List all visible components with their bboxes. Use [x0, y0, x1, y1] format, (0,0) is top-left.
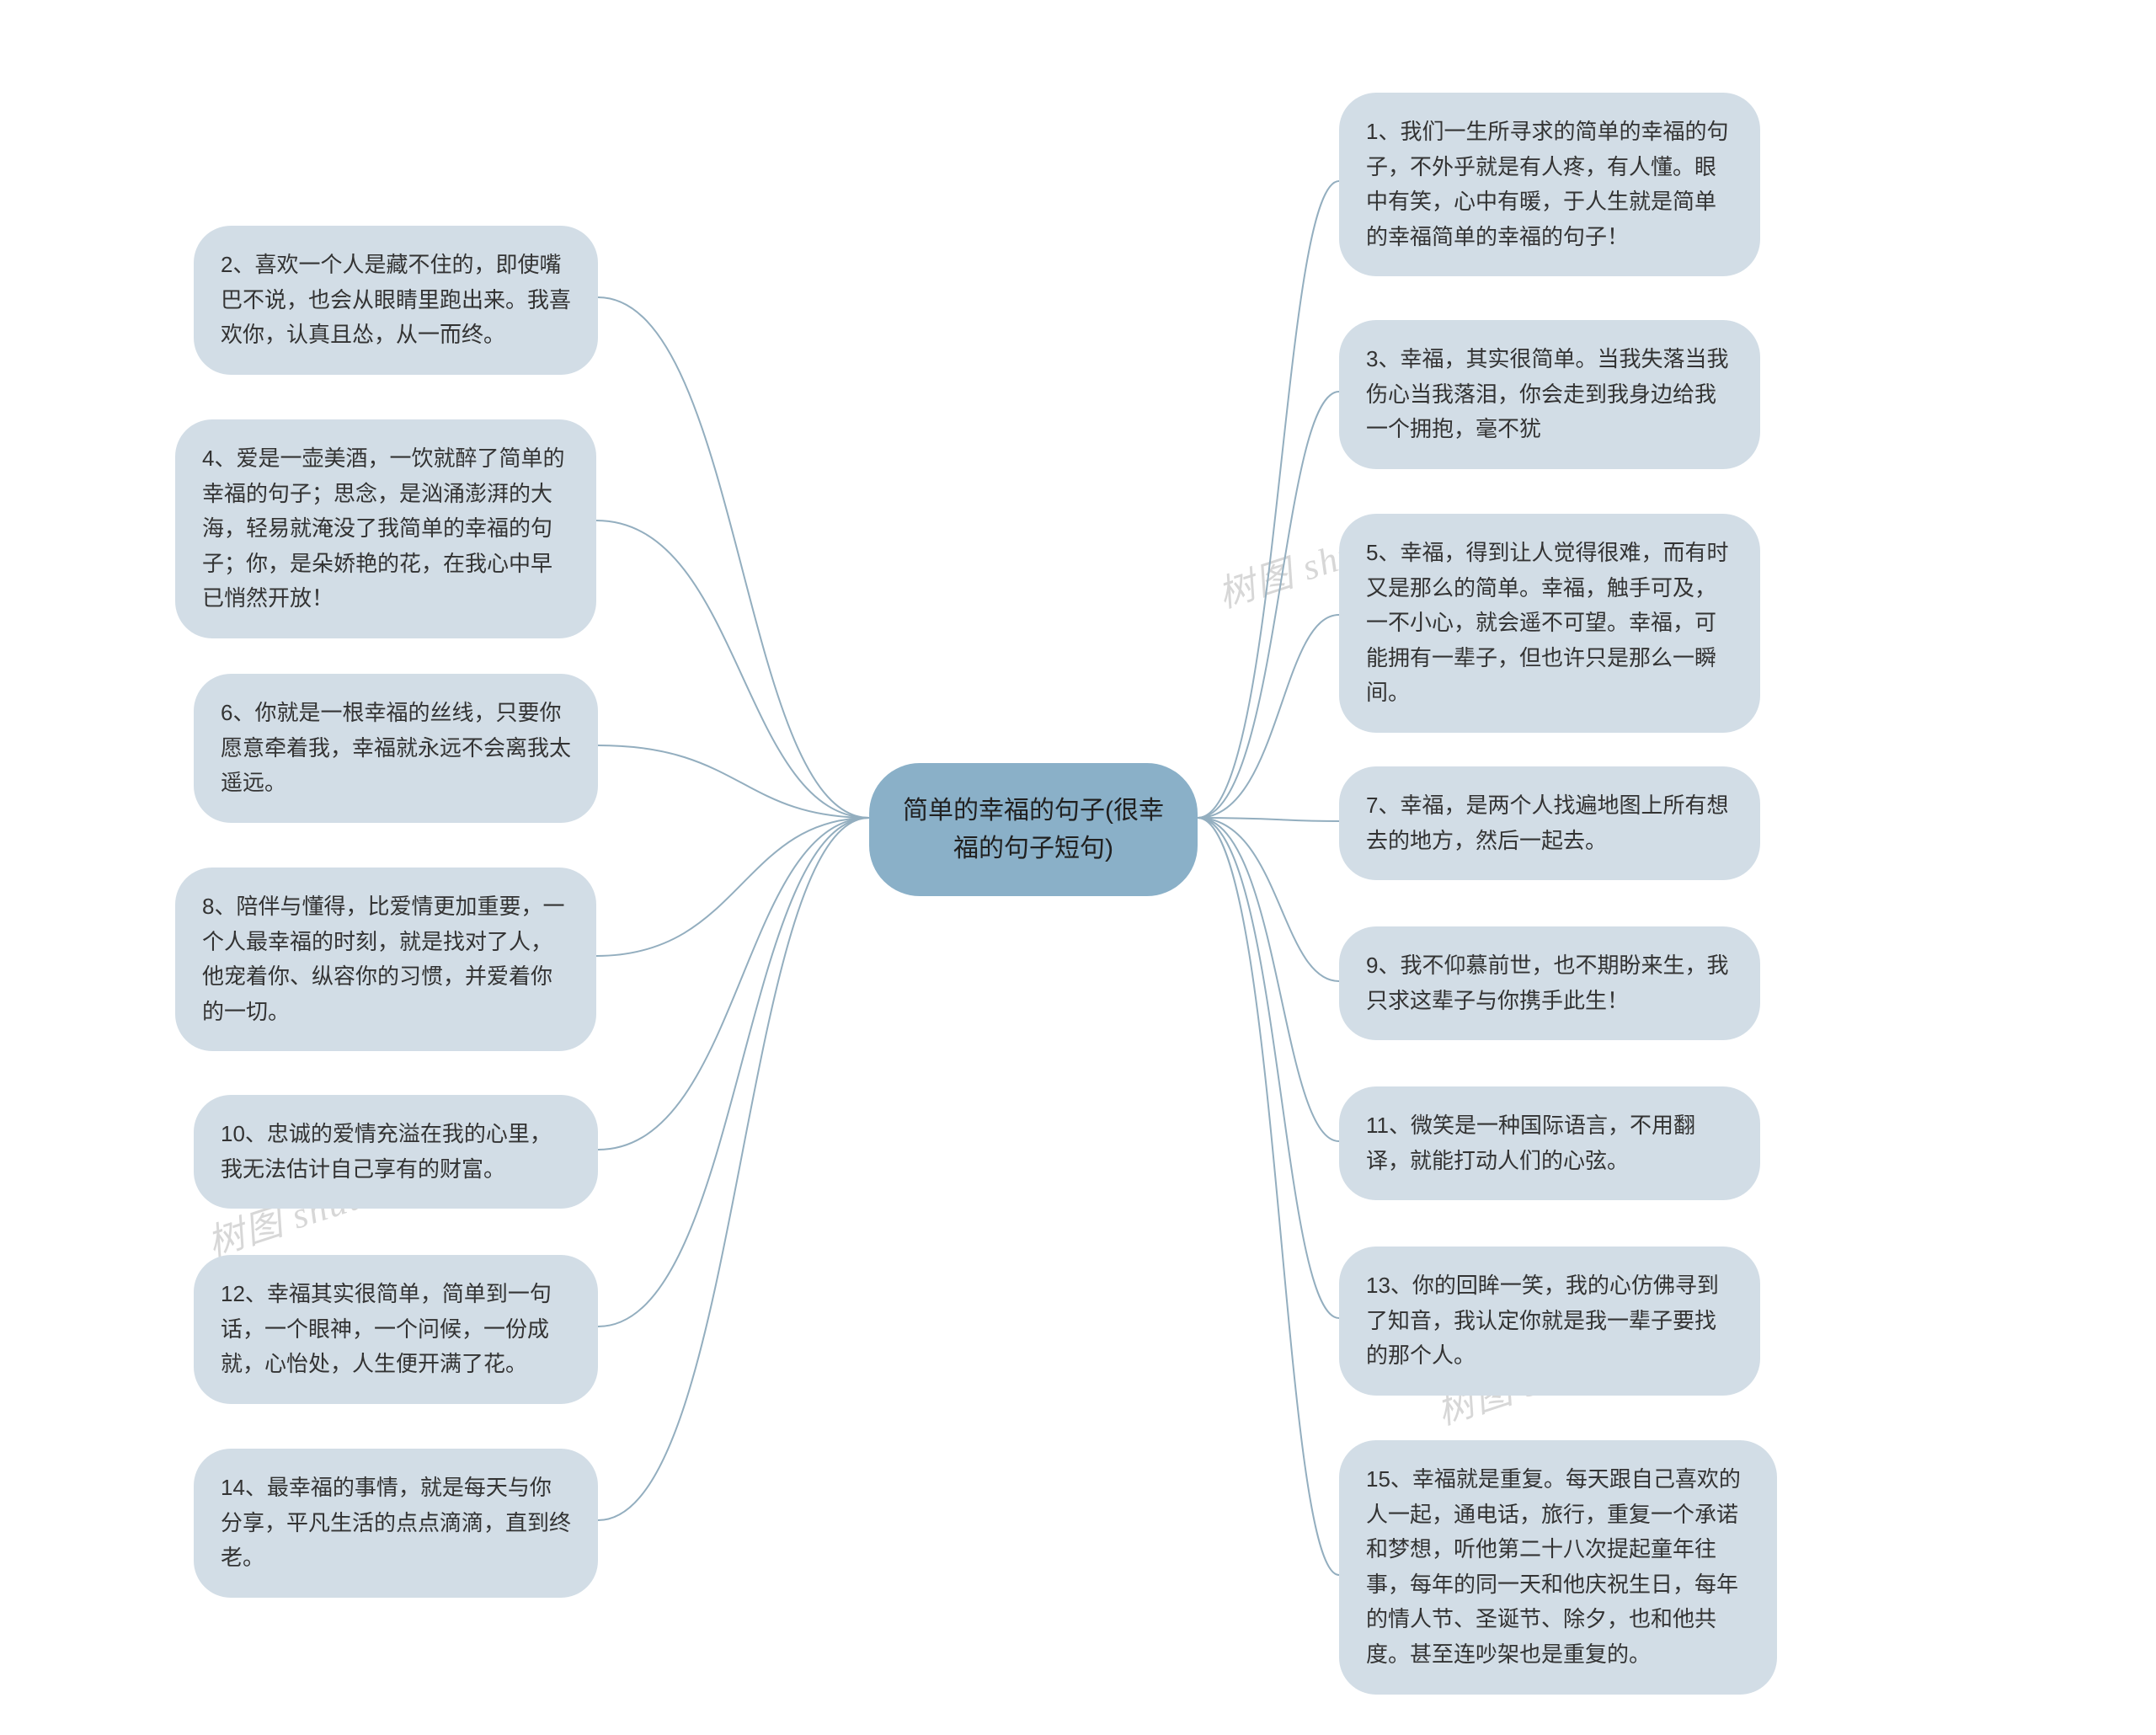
leaf-node-10[interactable]: 10、忠诚的爱情充溢在我的心里，我无法估计自己享有的财富。 — [194, 1095, 598, 1209]
center-node[interactable]: 简单的幸福的句子(很幸福的句子短句) — [869, 763, 1198, 896]
leaf-node-7[interactable]: 7、幸福，是两个人找遍地图上所有想去的地方，然后一起去。 — [1339, 766, 1760, 880]
leaf-node-11[interactable]: 11、微笑是一种国际语言，不用翻译，就能打动人们的心弦。 — [1339, 1086, 1760, 1200]
leaf-node-12[interactable]: 12、幸福其实很简单，简单到一句话，一个眼神，一个问候，一份成就，心怡处，人生便… — [194, 1255, 598, 1404]
leaf-node-14[interactable]: 14、最幸福的事情，就是每天与你分享，平凡生活的点点滴滴，直到终老。 — [194, 1449, 598, 1598]
leaf-node-1[interactable]: 1、我们一生所寻求的简单的幸福的句子，不外乎就是有人疼，有人懂。眼中有笑，心中有… — [1339, 93, 1760, 276]
leaf-node-3[interactable]: 3、幸福，其实很简单。当我失落当我伤心当我落泪，你会走到我身边给我一个拥抱，毫不… — [1339, 320, 1760, 469]
leaf-node-13[interactable]: 13、你的回眸一笑，我的心仿佛寻到了知音，我认定你就是我一辈子要找的那个人。 — [1339, 1247, 1760, 1396]
leaf-node-9[interactable]: 9、我不仰慕前世，也不期盼来生，我只求这辈子与你携手此生！ — [1339, 926, 1760, 1040]
leaf-node-15[interactable]: 15、幸福就是重复。每天跟自己喜欢的人一起，通电话，旅行，重复一个承诺和梦想，听… — [1339, 1440, 1777, 1695]
leaf-node-6[interactable]: 6、你就是一根幸福的丝线，只要你愿意牵着我，幸福就永远不会离我太遥远。 — [194, 674, 598, 823]
mindmap-canvas: 树图 shutu.cn 树图 shutu.cn 树图 shutu.cn 树图 s… — [0, 0, 2156, 1735]
leaf-node-8[interactable]: 8、陪伴与懂得，比爱情更加重要，一个人最幸福的时刻，就是找对了人，他宠着你、纵容… — [175, 868, 596, 1051]
leaf-node-5[interactable]: 5、幸福，得到让人觉得很难，而有时又是那么的简单。幸福，触手可及，一不小心，就会… — [1339, 514, 1760, 733]
leaf-node-2[interactable]: 2、喜欢一个人是藏不住的，即使嘴巴不说，也会从眼睛里跑出来。我喜欢你，认真且怂，… — [194, 226, 598, 375]
leaf-node-4[interactable]: 4、爱是一壶美酒，一饮就醉了简单的幸福的句子；思念，是汹涌澎湃的大海，轻易就淹没… — [175, 419, 596, 638]
